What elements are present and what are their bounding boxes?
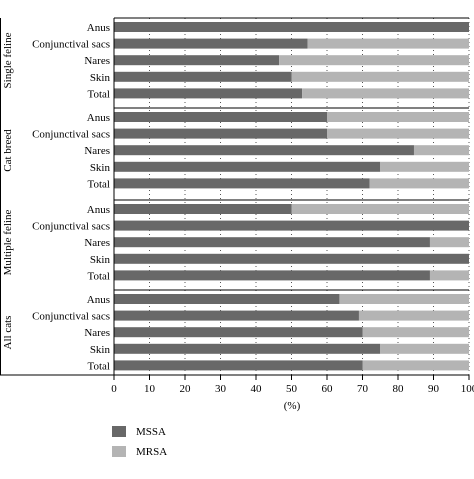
legend-label-mssa: MSSA — [136, 426, 166, 438]
bar-mssa — [114, 360, 363, 371]
category-label: Nares — [84, 327, 110, 339]
category-label: Skin — [90, 72, 111, 84]
x-tick-label: 0 — [111, 383, 117, 395]
x-tick-label: 100 — [461, 383, 474, 395]
category-label: Nares — [84, 237, 110, 249]
bar-mrsa — [291, 71, 469, 82]
bar-mrsa — [339, 294, 469, 304]
category-label: Conjunctival sacs — [32, 129, 110, 141]
bar-mrsa — [327, 128, 469, 139]
bar-mrsa — [380, 343, 469, 354]
category-label: Skin — [90, 344, 111, 356]
bar-mrsa — [279, 55, 469, 66]
category-label: Nares — [84, 55, 110, 67]
category-label: Total — [88, 178, 110, 190]
bar-mrsa — [291, 204, 469, 214]
bar-mrsa — [327, 112, 469, 122]
category-label: Nares — [84, 145, 110, 157]
x-axis-label: (%) — [284, 400, 301, 412]
category-label: Total — [88, 360, 110, 372]
bar-mssa — [114, 237, 430, 248]
bar-mssa — [114, 253, 469, 264]
bar-mssa — [114, 270, 430, 281]
bar-mssa — [114, 178, 370, 189]
bar-mrsa — [307, 38, 469, 49]
category-labels: Single feline Anus Conjunctival sacs Nares S… — [2, 22, 110, 372]
legend: MSSA MRSA — [112, 426, 167, 458]
bar-mssa — [114, 88, 303, 99]
bar-mssa — [114, 112, 327, 122]
bar-mssa — [114, 161, 381, 172]
category-label: Conjunctival sacs — [32, 221, 110, 233]
bar-mssa — [114, 220, 469, 231]
bar-mssa — [114, 204, 292, 214]
bar-mrsa — [369, 178, 469, 189]
bar-mrsa — [429, 270, 469, 281]
bar-mssa — [114, 327, 363, 338]
category-label: Skin — [90, 162, 111, 174]
x-tick-label: 90 — [428, 383, 440, 395]
x-tick-label: 50 — [286, 383, 298, 395]
x-tick-label: 30 — [215, 383, 227, 395]
group-label: All cats — [2, 316, 14, 350]
category-label: Conjunctival sacs — [32, 39, 110, 51]
bar-mssa — [114, 128, 327, 139]
bar-mrsa — [302, 88, 469, 99]
bar-mrsa — [413, 145, 469, 156]
category-label: Anus — [87, 294, 110, 306]
group-label: Single feline — [2, 32, 14, 88]
gridlines — [149, 18, 470, 375]
x-tick-label: 40 — [251, 383, 263, 395]
bar-mrsa — [358, 310, 469, 321]
category-label: Skin — [90, 254, 111, 266]
category-label: Total — [88, 270, 110, 282]
legend-label-mrsa: MRSA — [136, 446, 167, 458]
bar-mssa — [114, 38, 308, 49]
bar-mrsa — [429, 237, 469, 248]
category-label: Total — [88, 88, 110, 100]
group-label: Cat breed — [2, 129, 14, 172]
bar-mssa — [114, 343, 381, 354]
bar-mssa — [114, 145, 414, 156]
x-tick-label: 10 — [144, 383, 156, 395]
bar-mssa — [114, 22, 469, 32]
x-tick-label: 60 — [322, 383, 334, 395]
bar-mssa — [114, 71, 292, 82]
x-tick-label: 20 — [180, 383, 192, 395]
legend-swatch-mssa — [112, 426, 126, 437]
bar-mssa — [114, 294, 340, 304]
x-tick-label: 70 — [357, 383, 369, 395]
x-axis: 0 10 20 30 40 50 60 70 80 90 100 — [111, 375, 474, 395]
bar-mssa — [114, 310, 359, 321]
legend-swatch-mrsa — [112, 446, 126, 457]
category-label: Anus — [87, 22, 110, 34]
category-label: Conjunctival sacs — [32, 311, 110, 323]
x-tick-label: 80 — [393, 383, 405, 395]
bar-mrsa — [362, 360, 469, 371]
category-label: Anus — [87, 112, 110, 124]
bar-mrsa — [362, 327, 469, 338]
bar-mrsa — [380, 161, 469, 172]
bars — [114, 22, 469, 371]
category-label: Anus — [87, 204, 110, 216]
group-label: Multiple feline — [2, 210, 14, 276]
bar-mssa — [114, 55, 280, 66]
group-frames — [0, 17, 469, 376]
